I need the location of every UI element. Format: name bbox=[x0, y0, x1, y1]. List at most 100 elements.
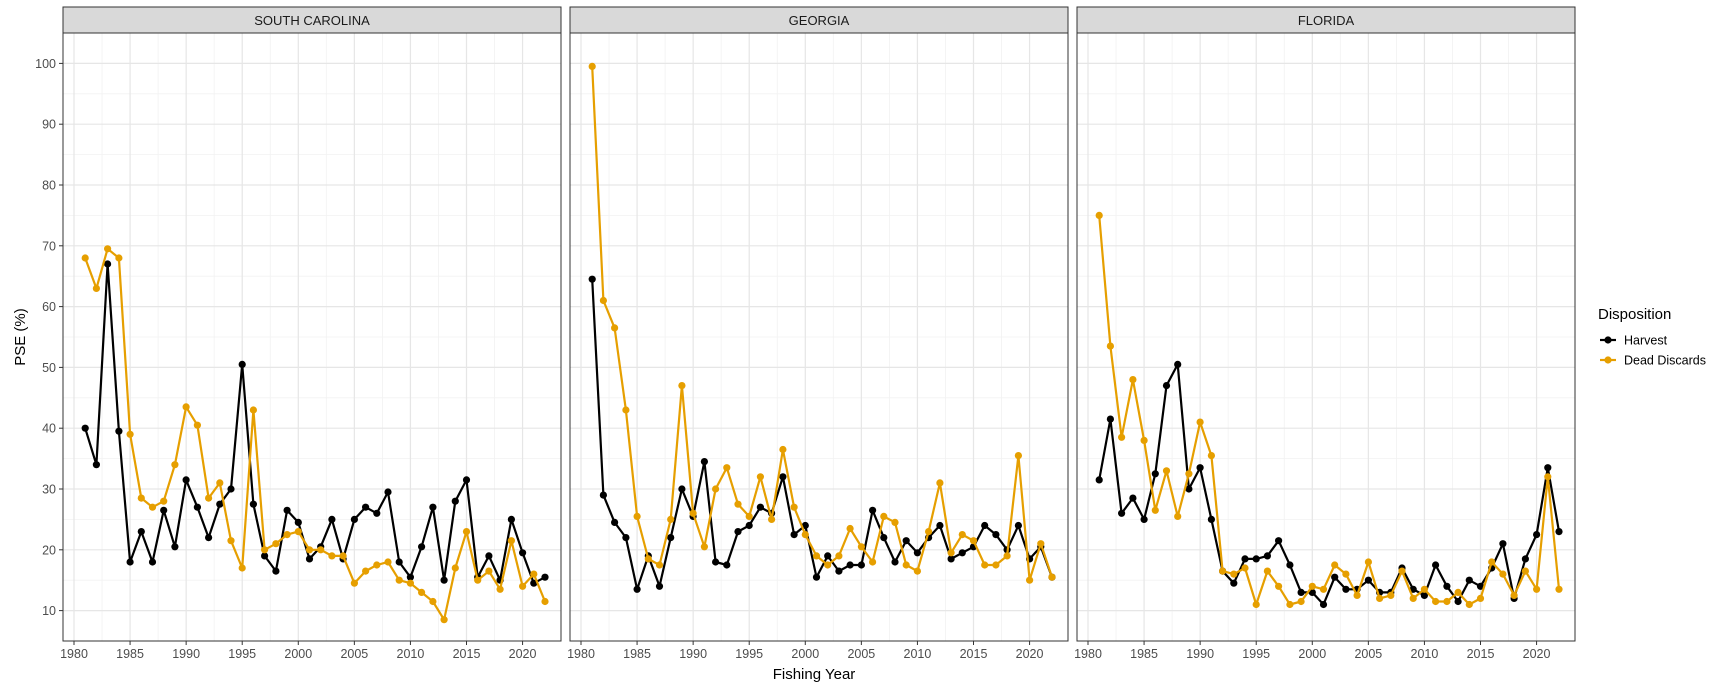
data-point bbox=[418, 588, 426, 597]
panel-georgia: GEORGIA 1980 1985 1990 1995 2000 2005 2010 2015 2… bbox=[567, 6, 1069, 661]
data-point bbox=[1297, 597, 1305, 606]
y-tick-label: 20 bbox=[42, 543, 56, 557]
x-tick-label: 2015 bbox=[453, 647, 481, 661]
x-tick-label: 2005 bbox=[1354, 647, 1382, 661]
data-point bbox=[1544, 464, 1552, 472]
data-point bbox=[261, 552, 269, 560]
data-point bbox=[81, 254, 89, 262]
data-point bbox=[1308, 582, 1316, 590]
x-tick-label: 1985 bbox=[623, 647, 651, 661]
data-point bbox=[1544, 473, 1552, 481]
data-point bbox=[1286, 561, 1294, 569]
x-tick-label: 2020 bbox=[1523, 647, 1551, 661]
data-point bbox=[541, 597, 549, 606]
data-point bbox=[1521, 567, 1529, 575]
data-point bbox=[1353, 591, 1361, 600]
data-point bbox=[485, 552, 493, 560]
data-point bbox=[1037, 540, 1045, 548]
data-point bbox=[1162, 467, 1171, 475]
panel-border bbox=[62, 32, 562, 642]
data-point bbox=[1185, 485, 1193, 493]
x-tick-label: 2010 bbox=[1411, 647, 1439, 661]
data-point bbox=[1555, 585, 1563, 593]
data-point bbox=[779, 473, 787, 481]
x-tick-label: 2000 bbox=[284, 647, 312, 661]
data-point bbox=[1174, 360, 1182, 368]
data-point bbox=[712, 558, 720, 566]
data-point bbox=[588, 275, 596, 283]
data-point bbox=[1286, 600, 1294, 609]
data-point bbox=[981, 521, 989, 530]
y-tick-label: 40 bbox=[42, 422, 56, 436]
data-point bbox=[1465, 576, 1473, 584]
data-point bbox=[1454, 597, 1462, 606]
data-point bbox=[519, 549, 527, 557]
data-point bbox=[462, 476, 471, 484]
data-point bbox=[745, 521, 753, 530]
facet-strip bbox=[569, 6, 1069, 34]
data-point bbox=[1014, 521, 1023, 530]
x-tick-label: 2010 bbox=[397, 647, 425, 661]
data-point bbox=[969, 537, 978, 545]
data-point bbox=[1230, 579, 1238, 587]
data-point bbox=[667, 515, 675, 524]
data-point bbox=[1252, 555, 1260, 563]
series-line-harvest bbox=[84, 262, 546, 585]
y-tick-label: 100 bbox=[35, 57, 56, 71]
data-point bbox=[272, 540, 280, 548]
data-point bbox=[1151, 470, 1159, 478]
data-point bbox=[622, 534, 630, 542]
data-point bbox=[193, 421, 201, 429]
data-point bbox=[992, 561, 1000, 569]
data-point bbox=[1398, 567, 1406, 575]
y-tick-label: 90 bbox=[42, 118, 56, 132]
x-tick-label: 1995 bbox=[1242, 647, 1270, 661]
data-point bbox=[801, 531, 809, 539]
data-point bbox=[1476, 594, 1485, 603]
data-point bbox=[1308, 588, 1316, 597]
x-tick-label: 2015 bbox=[960, 647, 988, 661]
data-point bbox=[182, 403, 190, 411]
legend-label: Dead Discards bbox=[1624, 354, 1706, 368]
data-point bbox=[678, 485, 686, 493]
data-point bbox=[1140, 515, 1148, 524]
y-axis: 10 20 30 40 50 60 70 80 90 100 bbox=[35, 57, 63, 618]
data-point bbox=[1151, 506, 1159, 514]
panel-border bbox=[569, 32, 1069, 642]
x-tick-label: 1985 bbox=[116, 647, 144, 661]
panels-layer: SOUTH CAROLINA 1980 1985 1990 1995 2000 2005 20… bbox=[60, 6, 1576, 661]
data-point bbox=[1420, 591, 1428, 600]
x-tick-label: 2000 bbox=[791, 647, 819, 661]
data-point bbox=[451, 497, 459, 505]
data-point bbox=[667, 534, 675, 542]
data-point bbox=[216, 500, 224, 508]
data-point bbox=[1555, 528, 1563, 536]
data-point bbox=[835, 567, 843, 575]
data-point bbox=[1095, 476, 1103, 484]
data-point bbox=[846, 561, 854, 569]
data-point bbox=[328, 552, 336, 560]
data-point bbox=[958, 549, 966, 557]
data-point bbox=[1003, 552, 1011, 560]
data-point bbox=[350, 579, 358, 587]
legend-label: Harvest bbox=[1624, 334, 1668, 348]
data-point bbox=[429, 597, 437, 606]
data-point bbox=[745, 512, 753, 521]
data-point bbox=[160, 506, 168, 514]
data-point bbox=[734, 528, 742, 536]
x-tick-label: 2010 bbox=[904, 647, 932, 661]
data-point bbox=[678, 382, 686, 390]
data-point bbox=[824, 552, 832, 560]
facet-strip bbox=[62, 6, 562, 34]
y-tick-label: 10 bbox=[42, 604, 56, 618]
data-point bbox=[622, 406, 630, 414]
data-point bbox=[1095, 211, 1103, 219]
data-point bbox=[261, 546, 269, 554]
data-point bbox=[1140, 436, 1148, 444]
data-point bbox=[846, 524, 854, 533]
data-point bbox=[1196, 418, 1204, 426]
data-point bbox=[126, 558, 134, 566]
data-point bbox=[1275, 582, 1283, 590]
data-point bbox=[1207, 452, 1215, 460]
data-point bbox=[588, 62, 596, 70]
